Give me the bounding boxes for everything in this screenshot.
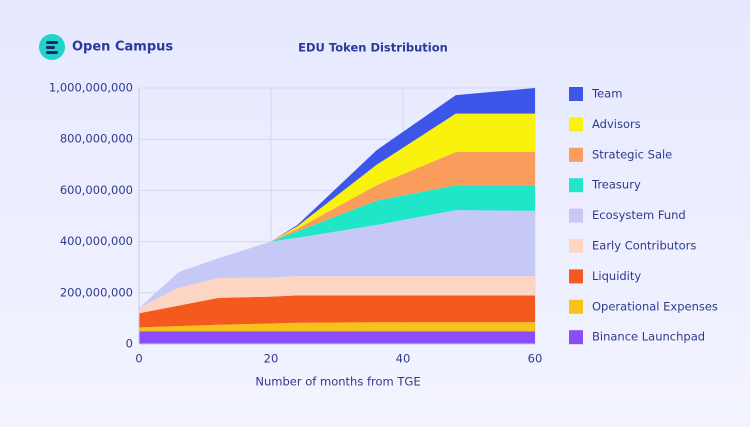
y-tick-label: 1,000,000,000 xyxy=(49,81,133,95)
area xyxy=(139,185,535,309)
legend-swatch xyxy=(569,87,583,101)
legend-swatch xyxy=(569,330,583,345)
legend-label: Binance Launchpad xyxy=(592,330,705,344)
legend-swatch xyxy=(569,269,583,284)
x-tick-label: 20 xyxy=(264,352,279,366)
area xyxy=(139,295,535,328)
y-tick-label: 400,000,000 xyxy=(60,234,133,248)
y-tick-label: 200,000,000 xyxy=(60,285,133,299)
areas xyxy=(139,88,535,344)
legend-swatch xyxy=(569,147,583,162)
x-axis-label: Number of months from TGE xyxy=(255,375,420,389)
chart-title: EDU Token Distribution xyxy=(298,41,448,55)
axes: 0 200,000,000 400,000,000 600,000,000 800,00… xyxy=(49,81,542,366)
x-tick-label: 0 xyxy=(135,352,142,366)
legend-swatch xyxy=(569,178,583,193)
y-tick-label: 800,000,000 xyxy=(60,132,133,146)
logo-bar xyxy=(46,51,58,54)
legend-label: Treasury xyxy=(591,178,641,192)
area xyxy=(139,331,535,344)
x-tick-label: 60 xyxy=(528,352,543,366)
legend-swatch xyxy=(569,239,583,253)
area xyxy=(139,152,535,309)
legend-label: Ecosystem Fund xyxy=(592,208,686,222)
area xyxy=(139,113,535,309)
area xyxy=(139,88,535,309)
y-tick-label: 600,000,000 xyxy=(60,183,133,197)
legend-label: Early Contributors xyxy=(592,239,696,253)
y-tick-label: 0 xyxy=(126,337,133,351)
area xyxy=(139,210,535,309)
legend: Binance Launchpad Operational Expenses Liq… xyxy=(569,87,718,345)
x-tick-label: 40 xyxy=(396,352,411,366)
legend-swatch xyxy=(569,117,583,132)
brand: Open Campus xyxy=(72,40,173,55)
legend-swatch xyxy=(569,299,583,314)
legend-label: Strategic Sale xyxy=(592,147,672,161)
legend-label: Team xyxy=(591,87,622,101)
logo-bar xyxy=(46,41,58,44)
legend-label: Advisors xyxy=(592,117,641,131)
logo-bar xyxy=(46,46,55,49)
legend-label: Liquidity xyxy=(592,269,641,283)
area xyxy=(139,276,535,314)
area xyxy=(139,322,535,332)
legend-swatch xyxy=(569,208,583,223)
legend-label: Operational Expenses xyxy=(592,299,718,313)
